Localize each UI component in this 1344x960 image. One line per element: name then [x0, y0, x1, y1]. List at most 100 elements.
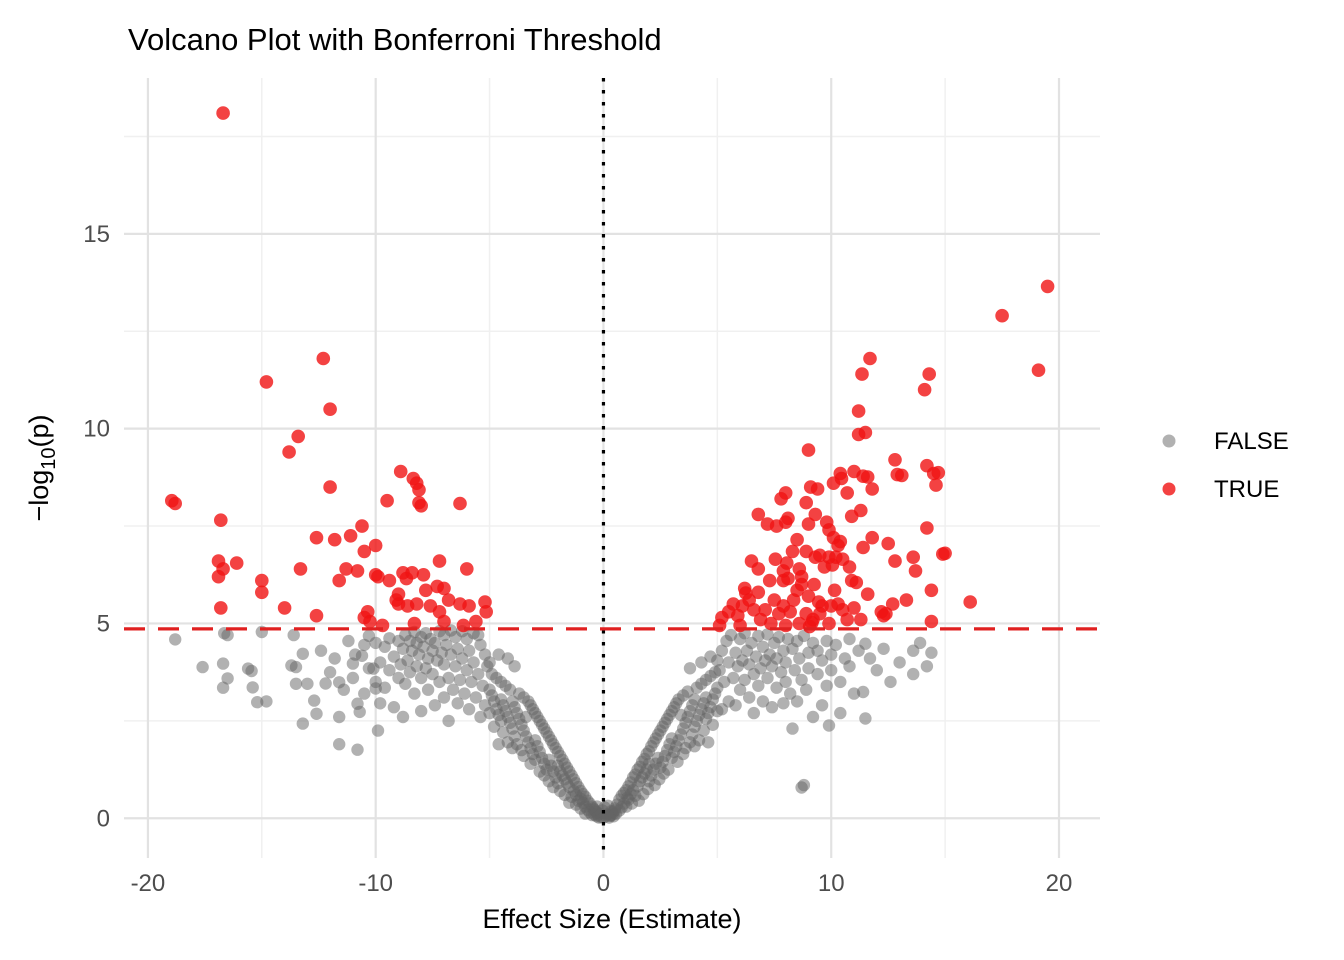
data-point-false	[533, 765, 546, 778]
data-point-false	[834, 706, 847, 720]
data-point-true	[895, 468, 909, 483]
x-tick-label: -10	[358, 870, 393, 897]
reference-lines	[124, 78, 1100, 858]
data-point-false	[369, 682, 382, 695]
data-point-true	[906, 550, 920, 564]
data-point-false	[474, 638, 487, 652]
data-point-false	[859, 637, 872, 650]
data-point-false	[877, 642, 890, 655]
data-point-true	[323, 480, 337, 494]
data-point-false	[893, 656, 906, 669]
data-point-false	[446, 683, 460, 696]
data-point-true	[350, 564, 365, 578]
data-point-false	[333, 676, 346, 689]
data-point-true	[407, 616, 422, 631]
data-point-false	[371, 724, 385, 737]
data-point-true	[405, 566, 419, 580]
data-point-true	[899, 593, 914, 607]
data-point-true	[339, 562, 353, 576]
data-point-true	[357, 544, 372, 559]
data-point-false	[829, 638, 842, 652]
data-point-true	[778, 486, 793, 500]
data-point-true	[885, 597, 900, 611]
data-point-false	[795, 673, 808, 687]
data-point-false	[834, 675, 847, 689]
data-point-false	[793, 652, 806, 665]
data-point-false	[374, 697, 387, 710]
data-point-false	[802, 662, 815, 675]
data-point-false	[221, 628, 234, 642]
data-point-false	[481, 660, 494, 673]
data-point-false	[820, 679, 833, 692]
data-point-true	[810, 482, 825, 496]
data-point-false	[907, 667, 920, 681]
data-point-true	[822, 616, 836, 631]
y-tick-label: 15	[83, 221, 110, 248]
data-point-false	[216, 657, 230, 670]
data-point-true	[776, 599, 791, 613]
data-point-true	[780, 556, 794, 570]
data-point-false	[353, 705, 366, 719]
data-point-true	[847, 601, 861, 615]
data-point-true	[963, 595, 977, 609]
data-point-true	[881, 536, 895, 551]
x-tick-label: 20	[1046, 870, 1073, 897]
legend-label-true: TRUE	[1214, 476, 1279, 503]
data-point-true	[764, 616, 778, 631]
data-point-false	[296, 717, 309, 730]
y-axis-title: −log10(p)	[24, 414, 60, 521]
data-point-true	[790, 532, 804, 547]
data-point-false	[221, 672, 234, 685]
data-point-false	[460, 664, 473, 677]
data-point-false	[428, 699, 442, 712]
data-point-true	[865, 482, 879, 496]
data-point-true	[879, 606, 893, 621]
data-point-false	[779, 656, 792, 669]
data-point-true	[332, 573, 347, 588]
data-point-false	[319, 677, 332, 690]
data-point-false	[863, 652, 877, 665]
data-point-false	[310, 707, 323, 720]
data-point-true	[479, 605, 494, 619]
data-point-false	[387, 650, 401, 663]
data-point-false	[806, 710, 820, 724]
data-point-true	[920, 521, 934, 535]
data-point-true	[469, 614, 483, 629]
data-point-false	[715, 644, 729, 657]
data-point-false	[358, 687, 371, 700]
data-point-false	[442, 714, 455, 728]
data-point-false	[704, 650, 717, 663]
data-point-true	[316, 351, 331, 366]
data-point-true	[393, 464, 408, 479]
data-point-false	[497, 726, 510, 739]
y-axis-tick-labels: 0 5 10 15	[83, 221, 110, 832]
data-point-false	[856, 685, 870, 699]
data-point-false	[487, 720, 501, 733]
data-point-true	[277, 601, 292, 615]
data-point-false	[761, 671, 774, 685]
data-point-false	[465, 675, 478, 689]
legend: FALSE TRUE	[1162, 428, 1289, 503]
legend-label-false: FALSE	[1214, 428, 1289, 455]
data-point-true	[355, 519, 369, 533]
data-point-true	[840, 486, 854, 500]
data-point-true	[214, 601, 228, 615]
data-point-true	[1040, 279, 1055, 294]
chart-title: Volcano Plot with Bonferroni Threshold	[128, 22, 662, 57]
data-point-false	[859, 712, 872, 725]
data-point-false	[790, 695, 804, 708]
data-point-true	[453, 496, 467, 511]
data-point-true	[309, 530, 324, 545]
data-point-true	[309, 608, 324, 623]
data-point-false	[308, 694, 321, 707]
data-point-true	[441, 593, 456, 607]
data-point-false	[713, 664, 726, 677]
data-point-true	[826, 530, 841, 545]
data-point-true	[291, 429, 306, 444]
data-point-false	[756, 695, 770, 708]
data-point-false	[743, 691, 756, 704]
data-point-true	[813, 606, 827, 621]
data-point-true	[293, 562, 308, 576]
data-point-false	[358, 638, 371, 652]
data-point-true	[432, 554, 447, 568]
